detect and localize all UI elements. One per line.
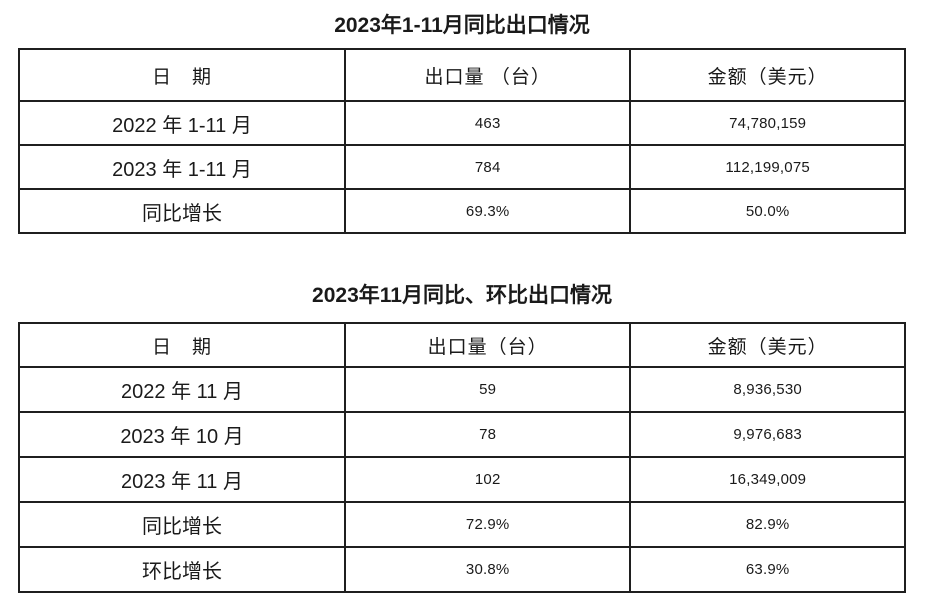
- column-header-amount: 金额（美元）: [629, 48, 906, 102]
- column-header-date: 日 期: [17, 322, 347, 368]
- table1-title: 2023年1-11月同比出口情况: [334, 14, 590, 37]
- yoy-growth-amount-cell: 50.0%: [629, 188, 906, 234]
- yoy-growth-volume-cell: 72.9%: [344, 501, 632, 548]
- column-header-volume: 出口量 （台）: [344, 48, 632, 102]
- column-header-date: 日 期: [17, 48, 347, 102]
- yoy-growth-amount-cell: 82.9%: [629, 501, 906, 548]
- amount-cell: 74,780,159: [629, 100, 906, 146]
- volume-cell: 784: [344, 144, 632, 190]
- table-row: 2022 年 1-11 月 463 74,780,159: [17, 100, 906, 146]
- date-cell: 2023 年 1-11 月: [17, 144, 347, 190]
- table-header-row: 日 期 出口量 （台） 金额（美元）: [17, 48, 906, 102]
- volume-cell: 59: [344, 366, 632, 413]
- mom-growth-volume-cell: 30.8%: [344, 546, 632, 593]
- table-row: 2022 年 11 月 59 8,936,530: [17, 366, 906, 413]
- table-row: 2023 年 1-11 月 784 112,199,075: [17, 144, 906, 190]
- amount-cell: 112,199,075: [629, 144, 906, 190]
- table-row: 2023 年 11 月 102 16,349,009: [17, 456, 906, 503]
- amount-cell: 9,976,683: [629, 411, 906, 458]
- column-header-amount: 金额（美元）: [629, 322, 906, 368]
- amount-cell: 8,936,530: [629, 366, 906, 413]
- column-header-volume: 出口量（台）: [344, 322, 632, 368]
- table-header-row: 日 期 出口量（台） 金额（美元）: [17, 322, 906, 368]
- table-row: 2023 年 10 月 78 9,976,683: [17, 411, 906, 458]
- volume-cell: 78: [344, 411, 632, 458]
- mom-growth-amount-cell: 63.9%: [629, 546, 906, 593]
- yoy-growth-label: 同比增长: [17, 188, 347, 234]
- table-row: 同比增长 69.3% 50.0%: [17, 188, 906, 234]
- date-cell: 2023 年 11 月: [17, 456, 347, 503]
- volume-cell: 463: [344, 100, 632, 146]
- yoy-growth-label: 同比增长: [17, 501, 347, 548]
- date-cell: 2023 年 10 月: [17, 411, 347, 458]
- amount-cell: 16,349,009: [629, 456, 906, 503]
- yoy-growth-volume-cell: 69.3%: [344, 188, 632, 234]
- date-cell: 2022 年 11 月: [17, 366, 347, 413]
- table2-title: 2023年11月同比、环比出口情况: [312, 284, 612, 307]
- table-row: 同比增长 72.9% 82.9%: [17, 501, 906, 548]
- table-row: 环比增长 30.8% 63.9%: [17, 546, 906, 593]
- mom-growth-label: 环比增长: [17, 546, 347, 593]
- yoy-export-table: 日 期 出口量 （台） 金额（美元） 2022 年 1-11 月 463 74,…: [17, 48, 906, 234]
- volume-cell: 102: [344, 456, 632, 503]
- date-cell: 2022 年 1-11 月: [17, 100, 347, 146]
- monthly-export-table: 日 期 出口量（台） 金额（美元） 2022 年 11 月 59 8,936,5…: [17, 322, 906, 593]
